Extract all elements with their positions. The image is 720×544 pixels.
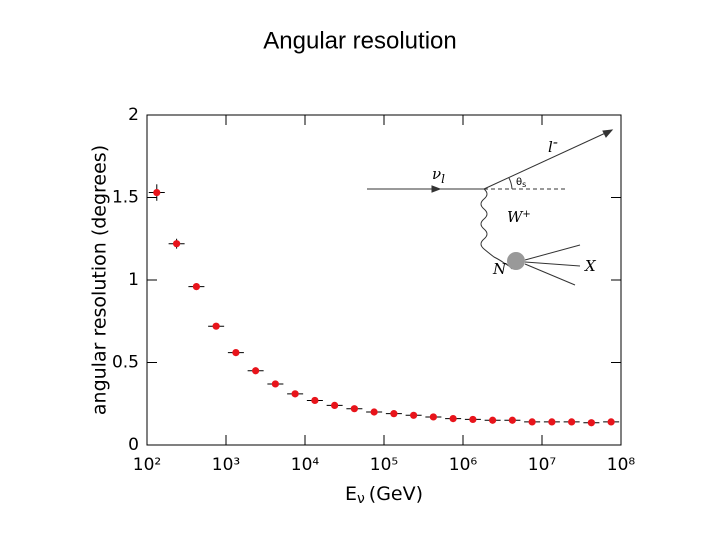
data-point xyxy=(528,418,536,426)
nu: ν xyxy=(432,165,441,183)
data-point xyxy=(449,415,457,423)
data-point xyxy=(410,411,418,419)
lepton-line xyxy=(483,129,613,190)
data-point xyxy=(311,396,319,405)
y-tick-label: 1 xyxy=(128,270,139,290)
nu-label: νl xyxy=(432,165,445,186)
data-point xyxy=(192,283,200,291)
data-point xyxy=(489,416,497,424)
w-sup: + xyxy=(522,209,530,220)
x-tick-label: 10² xyxy=(133,455,161,475)
chart-title: Angular resolution xyxy=(263,27,456,54)
data-point xyxy=(271,380,279,388)
w-label: W+ xyxy=(507,208,531,226)
lepton-sup: - xyxy=(553,133,558,151)
w-boson xyxy=(480,188,513,270)
nucleus xyxy=(507,252,525,270)
x-line xyxy=(524,263,576,286)
data-point xyxy=(429,413,437,421)
x-tick-label: 10⁴ xyxy=(291,455,320,475)
feynman-diagram xyxy=(367,129,614,286)
arrow xyxy=(602,129,614,138)
data-point xyxy=(508,416,516,424)
plot-frame xyxy=(146,114,622,446)
x-tick-label: 10⁷ xyxy=(528,455,557,475)
y-tick-label: 0.5 xyxy=(112,353,139,373)
data-point xyxy=(252,367,260,375)
x-label-sub: ν xyxy=(357,491,365,507)
x-line xyxy=(524,244,581,261)
arrow xyxy=(431,185,442,193)
x-label-unit: (GeV) xyxy=(369,483,423,505)
data-point xyxy=(331,401,339,409)
data-point xyxy=(291,390,299,398)
data-point xyxy=(548,418,556,426)
data-point xyxy=(370,408,378,416)
data-point xyxy=(350,405,358,413)
data-point xyxy=(390,410,398,418)
x-axis-label: Eν (GeV) xyxy=(345,483,423,508)
data-point xyxy=(607,418,615,426)
theta: θ xyxy=(516,177,522,188)
y-axis-label: angular resolution (degrees) xyxy=(89,145,111,415)
nu-sub: l xyxy=(441,172,445,186)
data-point xyxy=(173,240,181,248)
x-tick-label: 10³ xyxy=(212,455,240,475)
data-point xyxy=(212,322,220,330)
angle-arc xyxy=(508,177,513,190)
lepton: l xyxy=(548,138,553,156)
lepton-label: l- xyxy=(548,133,558,156)
x-line xyxy=(524,261,581,267)
theta-label: θs xyxy=(516,177,526,189)
y-tick-label: 1.5 xyxy=(112,188,139,208)
theta-sub: s xyxy=(522,180,526,189)
data-point xyxy=(469,415,477,424)
y-tick-label: 2 xyxy=(128,105,139,125)
x-tick-label: 10⁸ xyxy=(607,455,636,475)
data-point xyxy=(153,188,161,197)
n-label: N xyxy=(492,260,507,278)
data-point xyxy=(232,349,240,357)
y-tick-label: 0 xyxy=(128,435,139,455)
data-point xyxy=(568,418,576,426)
w: W xyxy=(507,208,524,226)
x-tick-label: 10⁵ xyxy=(370,455,398,475)
x-label: X xyxy=(584,257,597,275)
x-tick-label: 10⁶ xyxy=(449,455,478,475)
x-label-main: E xyxy=(345,483,357,505)
data-point xyxy=(587,419,595,427)
